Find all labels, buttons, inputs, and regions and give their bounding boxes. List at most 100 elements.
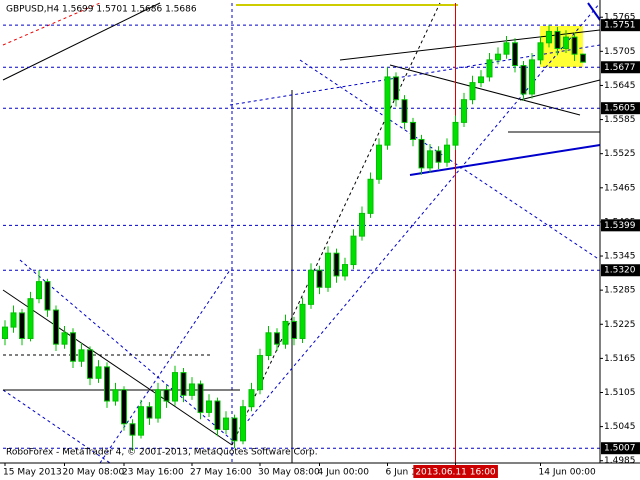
candle-body: [333, 252, 340, 277]
candle-body: [308, 269, 314, 305]
candle-body: [70, 332, 76, 362]
candle-body: [325, 252, 331, 288]
candle-body: [410, 121, 416, 140]
y-tick-label: 1.5165: [604, 354, 636, 364]
candle-body: [435, 150, 442, 163]
x-tick-label: 14 Jun 00:00: [539, 468, 596, 478]
candle-body: [478, 76, 484, 84]
trend-line: [2, 289, 233, 446]
x-tick-label: 23 May 16:00: [122, 468, 184, 478]
candle-body: [87, 349, 93, 379]
candle-body: [342, 264, 348, 277]
candle-body: [367, 178, 374, 214]
candle-body: [155, 389, 161, 419]
level-label-bg: [601, 219, 640, 232]
y-tick-label: 1.5705: [604, 47, 636, 57]
candle-body: [2, 326, 8, 339]
candle-body: [376, 144, 382, 180]
candle-body: [359, 212, 365, 237]
candle-body: [546, 30, 552, 44]
candle-body: [61, 332, 68, 345]
candle-body: [452, 121, 459, 146]
level-label-bg: [601, 61, 640, 74]
y-tick-label: 1.5105: [604, 388, 636, 398]
candle-body: [291, 320, 297, 339]
level-label: 1.5605: [604, 104, 636, 114]
candle-body: [495, 53, 501, 61]
y-tick-label: 1.5645: [604, 81, 636, 91]
x-tick-label: 15 May 2013: [3, 468, 62, 478]
channel-line: [519, 79, 601, 101]
candle-body: [206, 400, 212, 413]
candle-body: [299, 303, 306, 339]
candle-body: [19, 312, 25, 339]
trend-line: [19, 259, 233, 441]
y-tick-label: 1.5285: [604, 286, 636, 296]
chart-title: GBPUSD,H4 1.5699 1.5701 1.5686 1.5686: [6, 5, 197, 15]
candle-body: [512, 42, 518, 67]
candle-body: [10, 312, 17, 328]
candle-body: [554, 30, 561, 49]
candle-body: [257, 355, 263, 391]
channel-line: [389, 64, 581, 116]
candle-body: [444, 144, 450, 163]
level-label-bg: [601, 442, 640, 455]
candle-body: [189, 383, 195, 396]
level-label: 1.5320: [604, 266, 636, 276]
candle-body: [129, 423, 136, 436]
candle-body: [580, 53, 586, 63]
candle-body: [138, 406, 144, 436]
plot: [2, 3, 600, 463]
level-label: 1.5399: [604, 221, 636, 231]
candle-body: [104, 366, 110, 402]
candle-body: [529, 59, 535, 95]
candle-body: [316, 269, 323, 288]
candle-body: [520, 65, 527, 95]
y-tick-label: 1.5345: [604, 252, 636, 262]
footer: RoboForex - MetaTrader 4, © 2001-2013, M…: [6, 448, 318, 458]
candle-body: [282, 320, 289, 345]
candle-body: [248, 389, 255, 408]
level-label-bg: [601, 264, 640, 277]
candle-body: [112, 389, 119, 402]
x-tick-label: 30 May 08:00: [258, 468, 320, 478]
candle-body: [121, 389, 127, 425]
candle-body: [163, 389, 170, 402]
y-tick-label: 1.5225: [604, 320, 636, 330]
y-tick-label: 1.5585: [604, 115, 636, 125]
candle-body: [503, 42, 510, 55]
candle-body: [223, 417, 229, 430]
candle-body: [231, 417, 238, 442]
candle-body: [401, 99, 408, 123]
level-label-bg: [601, 102, 640, 115]
analysis-drawings: [2, 2, 601, 464]
y-tick-label: 1.5045: [604, 422, 636, 432]
candle-body: [53, 309, 59, 345]
candle-body: [265, 332, 272, 357]
candle-body: [563, 36, 569, 49]
candle-body: [537, 42, 544, 61]
candle-body: [461, 99, 467, 123]
candle-body: [418, 138, 425, 169]
candle-body: [571, 36, 578, 55]
x-tick-label: 6 Jun 16:00: [386, 468, 438, 478]
x-tick-label: 20 May 08:00: [63, 468, 125, 478]
candle-body: [427, 150, 433, 169]
candle-body: [393, 76, 399, 101]
level-label: 1.5677: [604, 63, 636, 73]
channel-line: [409, 144, 601, 176]
candle-body: [274, 332, 280, 345]
candle-body: [240, 406, 246, 442]
x-tick-label: 27 May 16:00: [190, 468, 252, 478]
level-label-bg: [601, 19, 640, 32]
y-tick-label: 1.4985: [604, 456, 636, 466]
candle-body: [27, 298, 34, 339]
candle-body: [180, 372, 187, 396]
y-tick-label: 1.5465: [604, 183, 636, 193]
candle-body: [78, 349, 85, 362]
crosshair-label-bg: [413, 465, 498, 478]
arrow: [587, 2, 601, 21]
candle-body: [95, 366, 102, 379]
candle-body: [469, 82, 476, 101]
